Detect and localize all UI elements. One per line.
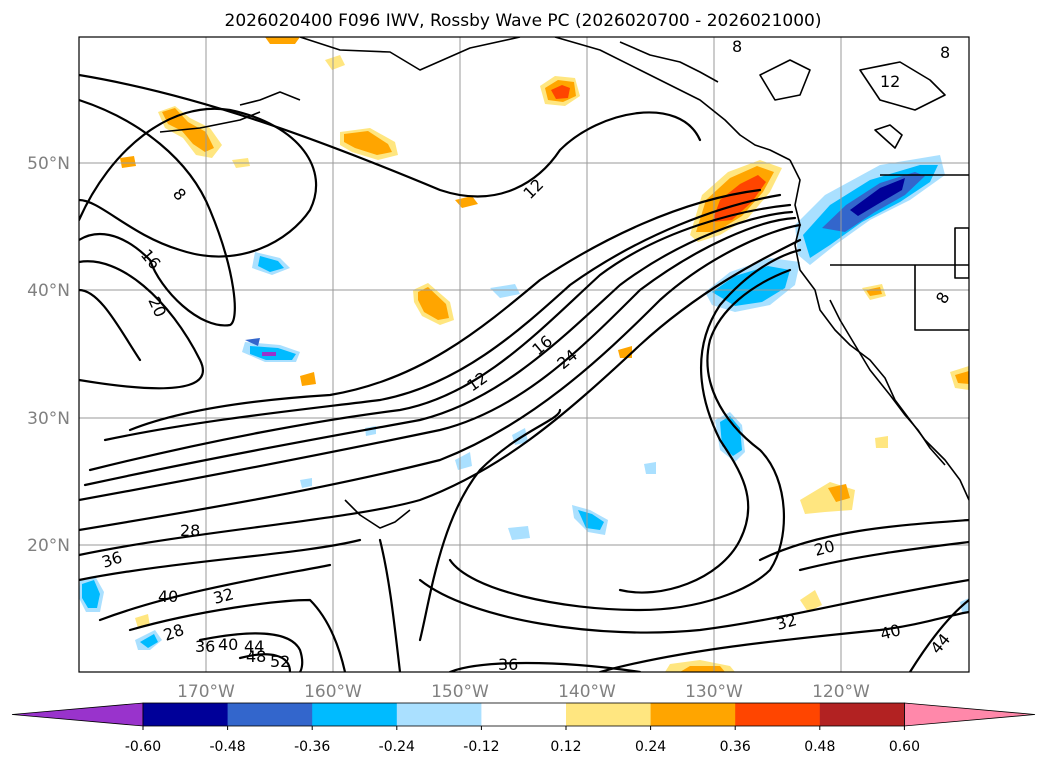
contour-label-36-south: 36 [195, 637, 215, 656]
contour-label-40: 40 [158, 587, 178, 606]
colorbar-tick-label: -0.60 [125, 739, 161, 755]
colorbar-frame [142, 702, 905, 727]
colorbar-tick-label: 0.24 [635, 739, 666, 755]
iwv-contours [79, 73, 969, 672]
lon-tick-170w: 170°W [177, 682, 235, 702]
contour-label-20: 20 [812, 536, 837, 560]
colorbar-tick-label: 0.48 [804, 739, 835, 755]
shading-negative [79, 155, 969, 650]
lon-axis: 170°W 160°W 150°W 140°W 130°W 120°W [177, 682, 870, 702]
colorbar-tick-label: -0.36 [294, 739, 330, 755]
colorbar: -0.60 -0.48 -0.36 -0.24 -0.12 0.12 0.24 0.36 0.4… [11, 702, 1036, 755]
lat-axis: 50°N 40°N 30°N 20°N [27, 154, 70, 556]
colorbar-tick-label: -0.12 [463, 739, 499, 755]
lon-tick-130w: 130°W [685, 682, 743, 702]
map-panel: 8 8 12 12 12 16 16 20 20 24 28 28 32 32 … [78, 36, 970, 674]
contour-label-32-east: 32 [774, 610, 799, 634]
lon-tick-120w: 120°W [812, 682, 870, 702]
contour-label-32: 32 [211, 584, 236, 608]
contour-label-48: 48 [246, 647, 266, 666]
colorbar-segment [735, 703, 821, 726]
colorbar-tick-label: -0.48 [209, 739, 245, 755]
contour-label-40-south: 40 [218, 635, 238, 654]
colorbar-segment [650, 703, 736, 726]
colorbar-segment [819, 703, 905, 726]
colorbar-segment [227, 703, 313, 726]
contour-label-28: 28 [180, 521, 200, 540]
colorbar-tick-label: 0.60 [889, 739, 920, 755]
colorbar-extend-max [904, 702, 1036, 727]
colorbar-extend-min [11, 702, 144, 727]
colorbar-segment [312, 703, 398, 726]
colorbar-segment [481, 703, 567, 726]
colorbar-tick-label: 0.36 [720, 739, 751, 755]
contour-label-44: 44 [244, 637, 264, 656]
colorbar-segment [396, 703, 482, 726]
colorbar-tick-label: -0.24 [379, 739, 415, 755]
lat-tick-20n: 20°N [27, 536, 70, 556]
contour-label-52: 52 [270, 652, 290, 671]
coastlines [159, 37, 969, 529]
lon-tick-160w: 160°W [304, 682, 362, 702]
contour-label-36-bottom: 36 [498, 655, 518, 674]
contour-label-12-north: 12 [880, 72, 900, 91]
contour-label-8-ne: 8 [940, 43, 950, 62]
colorbar-segment [566, 703, 652, 726]
colorbar-segment [143, 703, 229, 726]
contour-label-40-east: 40 [878, 620, 903, 644]
lat-tick-50n: 50°N [27, 154, 70, 174]
lat-tick-30n: 30°N [27, 409, 70, 429]
lon-tick-150w: 150°W [431, 682, 489, 702]
lat-tick-40n: 40°N [27, 281, 70, 301]
lon-tick-140w: 140°W [558, 682, 616, 702]
map-title: 2026020400 F096 IWV, Rossby Wave PC (202… [225, 11, 822, 31]
colorbar-tick-label: 0.12 [550, 739, 581, 755]
map-frame [78, 36, 970, 673]
contour-label-8-north: 8 [732, 37, 742, 56]
